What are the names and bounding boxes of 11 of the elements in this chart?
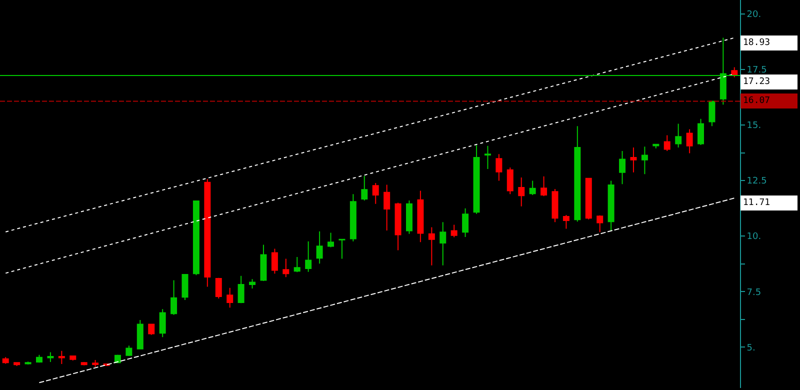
y-tick-label: 15. [746,121,762,132]
ref-line-label: 17.23 [743,77,770,87]
ref-line-label: 16.07 [743,96,770,106]
y-tick-label: 17.5 [746,66,767,76]
y-tick-label: 12.5 [746,176,767,187]
y-tick-label: 5. [746,343,756,354]
y-tick-label: 10. [746,232,762,242]
text: 18.93 [743,38,770,48]
y-tick-label: 7.5 [746,288,762,298]
text: 11.71 [743,198,770,208]
y-tick-label: 20. [746,10,762,20]
